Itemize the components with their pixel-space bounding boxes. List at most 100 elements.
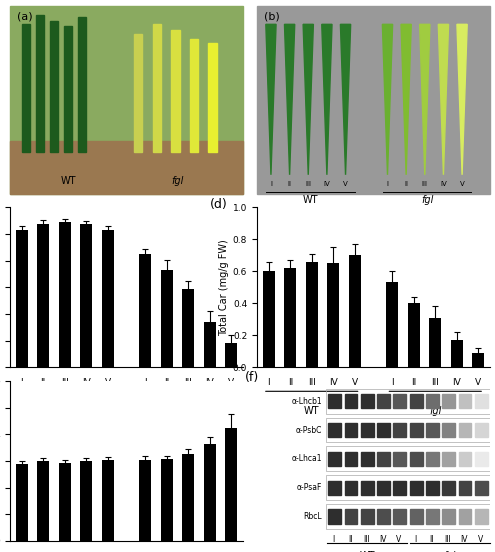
Bar: [459, 452, 471, 466]
Bar: [161, 269, 173, 367]
Bar: [16, 464, 28, 541]
Polygon shape: [382, 24, 393, 175]
Bar: [443, 423, 455, 437]
Bar: [345, 509, 357, 524]
Bar: [59, 222, 71, 367]
Text: I: I: [267, 379, 270, 388]
Bar: [443, 509, 455, 524]
Text: WT: WT: [303, 195, 318, 205]
Bar: [394, 423, 406, 437]
Bar: [345, 394, 357, 408]
Polygon shape: [322, 24, 332, 175]
Bar: [328, 481, 341, 495]
Bar: [443, 394, 455, 408]
Text: II: II: [288, 181, 292, 187]
Text: III: III: [61, 379, 69, 388]
Bar: [361, 394, 374, 408]
Bar: [78, 17, 86, 152]
Text: (d): (d): [210, 198, 228, 210]
Text: V: V: [228, 379, 234, 388]
Text: WT: WT: [57, 406, 72, 416]
Bar: [326, 475, 490, 500]
Bar: [387, 283, 398, 367]
Text: IV: IV: [329, 379, 338, 388]
Bar: [263, 271, 275, 367]
Polygon shape: [457, 24, 467, 175]
Bar: [443, 481, 455, 495]
Text: III: III: [445, 534, 451, 544]
Bar: [171, 30, 180, 152]
Bar: [152, 24, 161, 152]
Bar: [204, 444, 216, 541]
Bar: [204, 322, 216, 367]
Bar: [225, 343, 237, 367]
Bar: [139, 460, 151, 541]
Text: I: I: [144, 379, 147, 388]
Bar: [345, 423, 357, 437]
Text: II: II: [164, 379, 169, 388]
Bar: [306, 262, 318, 367]
Bar: [36, 15, 45, 152]
Text: II: II: [411, 379, 416, 388]
Text: IV: IV: [324, 181, 330, 187]
Bar: [134, 34, 142, 152]
Text: (b): (b): [264, 11, 280, 21]
Bar: [326, 447, 490, 471]
Text: (f): (f): [246, 371, 259, 384]
Bar: [475, 452, 488, 466]
Text: α-PsbC: α-PsbC: [296, 426, 322, 434]
Text: RbcL: RbcL: [303, 512, 322, 521]
Text: WT: WT: [360, 550, 375, 552]
Bar: [459, 509, 471, 524]
Bar: [361, 423, 374, 437]
Bar: [394, 394, 406, 408]
Text: fgl: fgl: [443, 550, 455, 552]
Bar: [410, 509, 423, 524]
Bar: [328, 423, 341, 437]
Text: V: V: [351, 379, 358, 388]
Bar: [102, 460, 113, 541]
Bar: [361, 509, 374, 524]
Bar: [426, 423, 439, 437]
Bar: [190, 39, 198, 152]
Bar: [410, 452, 423, 466]
Text: I: I: [333, 534, 335, 544]
Bar: [429, 317, 441, 367]
Polygon shape: [401, 24, 411, 175]
Bar: [139, 254, 151, 367]
Bar: [410, 423, 423, 437]
Polygon shape: [438, 24, 448, 175]
Bar: [475, 423, 488, 437]
Bar: [426, 481, 439, 495]
Bar: [328, 452, 341, 466]
Bar: [80, 224, 92, 367]
Text: I: I: [391, 379, 394, 388]
Bar: [443, 452, 455, 466]
Text: II: II: [404, 181, 408, 187]
Text: III: III: [308, 379, 316, 388]
Text: WT: WT: [60, 176, 76, 186]
Text: fgl: fgl: [421, 195, 433, 205]
Text: V: V: [475, 379, 481, 388]
Polygon shape: [266, 24, 276, 175]
Bar: [377, 394, 390, 408]
Text: V: V: [343, 181, 348, 187]
Text: I: I: [20, 379, 23, 388]
Bar: [64, 26, 72, 152]
Y-axis label: Total Car (mg/g FW): Total Car (mg/g FW): [219, 239, 229, 336]
Bar: [59, 463, 71, 541]
Bar: [345, 452, 357, 466]
Text: V: V: [104, 379, 111, 388]
Bar: [225, 428, 237, 541]
Text: V: V: [396, 534, 401, 544]
Bar: [208, 43, 217, 152]
Text: (a): (a): [17, 11, 33, 21]
Bar: [80, 461, 92, 541]
Polygon shape: [285, 24, 295, 175]
Bar: [394, 509, 406, 524]
Bar: [10, 141, 243, 194]
Text: fgl: fgl: [172, 176, 184, 186]
Text: III: III: [184, 379, 192, 388]
Bar: [327, 263, 339, 367]
Text: II: II: [429, 534, 434, 544]
